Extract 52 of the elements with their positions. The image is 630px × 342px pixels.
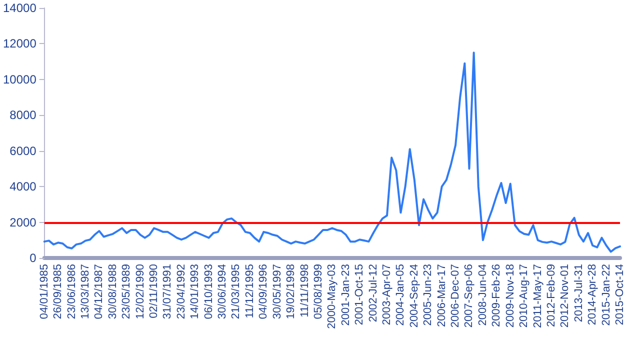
- x-tick-label: 04/09/1996: [258, 264, 270, 320]
- y-tick-label: 4000: [10, 180, 37, 194]
- x-tick-label: 05/08/1999: [312, 264, 324, 320]
- x-tick-label: 26/09/1985: [52, 264, 64, 320]
- y-tick-label: 10000: [2, 72, 37, 86]
- y-tick-label: 12000: [2, 36, 37, 51]
- x-tick-label: 12/02/1990: [134, 264, 146, 320]
- x-tick-label: 31/07/1991: [162, 264, 174, 320]
- x-tick-label: 2005-Jun-23: [422, 264, 434, 326]
- x-tick-label: 2015-Jan-22: [600, 264, 612, 326]
- x-tick-label: 02/11/1990: [148, 264, 160, 318]
- y-tick-label: 2000: [10, 215, 37, 230]
- x-tick-label: 11/12/1995: [244, 264, 256, 318]
- x-tick-label: 2009-Nov-18: [504, 264, 516, 328]
- x-tick-label: 2004-Jan-05: [394, 264, 407, 326]
- x-tick-label: 2006-Mar-17: [436, 264, 448, 327]
- y-tick-label: 8000: [10, 108, 37, 122]
- x-tick-label: 11/11/1998: [298, 264, 311, 318]
- x-tick-label: 23/06/1986: [66, 264, 78, 320]
- x-tick-label: 06/10/1993: [202, 264, 215, 320]
- x-tick-label: 2000-May-03: [326, 264, 338, 329]
- x-tick-label: 2006-Dec-07: [450, 264, 462, 328]
- x-tick-label: 2002-Jul-12: [367, 264, 380, 322]
- x-tick-label: 14/01/1993: [189, 264, 202, 320]
- x-tick-label: 04/01/1985: [38, 264, 50, 320]
- x-tick-label: 19/02/1998: [285, 264, 298, 320]
- x-tick-label: 2014-Apr-28: [586, 264, 599, 326]
- x-tick-label: 30/05/1997: [271, 264, 284, 320]
- x-tick-label: 2012-Nov-01: [559, 264, 572, 328]
- x-tick-label: 30/08/1988: [106, 264, 119, 320]
- x-tick-label: 2011-May-17: [532, 264, 544, 328]
- x-tick-label: 2012-Feb-09: [545, 264, 558, 327]
- x-tick-label: 2009-Feb-26: [490, 264, 503, 327]
- y-tick-label: 6000: [10, 144, 37, 158]
- y-tick-label: 0: [30, 251, 37, 265]
- x-tick-label: 21/03/1995: [230, 264, 242, 320]
- x-tick-label: 23/05/1989: [120, 264, 133, 320]
- x-tick-label: 2008-Jun-04: [476, 264, 489, 326]
- x-tick-label: 2015-Oct-14: [614, 264, 626, 326]
- x-tick-label: 30/06/1994: [216, 264, 229, 320]
- x-tick-label: 2001-Jan-23: [340, 264, 352, 326]
- x-tick-label: 2004-Sep-24: [408, 264, 420, 328]
- line-series: [43, 52, 621, 253]
- x-tick-label: 04/12/1987: [93, 264, 106, 320]
- x-tick-label: 13/03/1987: [79, 264, 92, 320]
- x-tick-label: 2010-Aug-17: [518, 264, 530, 328]
- x-tick-label: 2013-Jul-31: [572, 264, 585, 322]
- x-tick-label: 2007-Sep-06: [463, 264, 476, 328]
- x-tick-label: 23/04/1992: [175, 264, 188, 320]
- x-tick-label: 2003-Apr-07: [381, 264, 394, 326]
- y-tick-label: 14000: [2, 1, 37, 15]
- x-tick-label: 2001-Oct-15: [354, 264, 366, 326]
